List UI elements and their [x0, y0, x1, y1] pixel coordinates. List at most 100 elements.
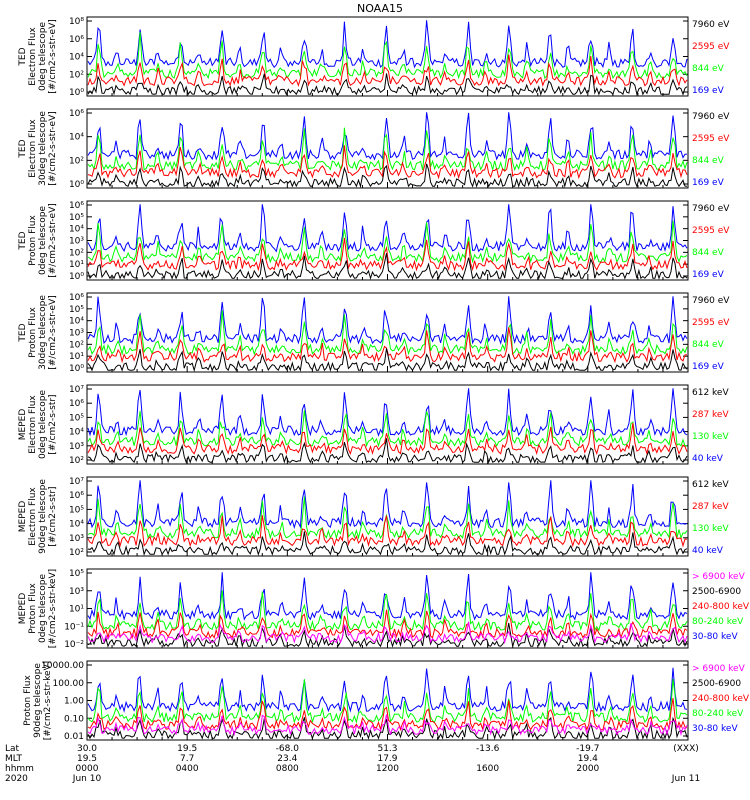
y-tick-label: 10000.00	[41, 661, 84, 671]
legend-entry: 80-240 keV	[692, 709, 744, 719]
series-green	[87, 679, 688, 724]
y-axis-label-line: MEPED	[18, 501, 28, 533]
series-black	[87, 73, 688, 96]
series-magenta	[87, 714, 688, 737]
y-tick-label: 10³	[69, 329, 84, 339]
legend-entry: 612 keV	[692, 480, 729, 490]
legend-entry: 7960 eV	[692, 296, 730, 306]
axis-tick-value: 19.4	[578, 754, 598, 764]
y-tick-label: 10⁰	[69, 180, 84, 190]
y-tick-label: 10⁶	[69, 109, 84, 119]
series-green	[87, 496, 688, 540]
y-tick-label: 10⁴	[69, 317, 84, 327]
y-axis-label-line: Electron Flux	[28, 119, 38, 178]
y-axis-label-line: [#/cm2-s-str]	[48, 486, 58, 546]
series-red	[87, 145, 688, 180]
axis-tick-value: 1200	[376, 764, 399, 774]
y-tick-label: 10²	[69, 456, 84, 466]
legend-entry: 30-80 keV	[692, 724, 738, 734]
panel-1: 10⁸ 10⁶ 10⁴ 10² 10⁰ TED Electron Flux 0deg tele…	[18, 16, 730, 98]
series-green	[87, 32, 688, 80]
axis-row-label: hhmm	[5, 764, 34, 774]
y-tick-label: 10⁵	[69, 305, 84, 315]
legend-entry: 2595 eV	[692, 42, 730, 52]
legend-entry: 844 eV	[692, 156, 725, 166]
series-black	[87, 253, 688, 280]
axis-tick-value: Jun 10	[72, 774, 102, 784]
y-tick-label: 10⁶	[69, 491, 84, 501]
axis-tick-value: 23.4	[277, 754, 297, 764]
axis-tick-value: 51.3	[377, 744, 397, 754]
axis-row-label: 2020	[5, 774, 28, 784]
legend-entry: 844 eV	[692, 340, 725, 350]
legend-entry: 844 eV	[692, 248, 725, 258]
y-tick-label: 100.00	[53, 679, 85, 689]
legend-entry: 240-800 keV	[692, 694, 750, 704]
series-blue	[87, 20, 688, 69]
y-axis-label-line: Electron Flux	[28, 395, 38, 454]
y-tick-label: 10²	[69, 248, 84, 258]
y-axis-label-line: Electron Flux	[28, 487, 38, 546]
y-tick-label: 10⁸	[69, 17, 84, 27]
legend-entry: 169 eV	[692, 270, 725, 280]
legend-entry: > 6900 keV	[692, 572, 746, 582]
panel-8: 10000.00 100.00 1.00 0.10 0.01 Proton Flux 90d…	[23, 660, 750, 742]
series-red	[87, 54, 688, 87]
y-axis-label-line: MEPED	[18, 409, 28, 441]
y-axis-label-line: 30deg telescope	[38, 111, 48, 186]
y-tick-label: 10⁻¹	[64, 622, 84, 632]
legend-entry: 80-240 keV	[692, 617, 744, 627]
y-tick-label: 10¹	[69, 352, 84, 362]
legend-entry: 7960 eV	[692, 112, 730, 122]
y-tick-label: 10⁴	[69, 225, 84, 235]
axis-tick-value: 2000	[576, 764, 599, 774]
legend-entry: 30-80 keV	[692, 632, 738, 642]
y-tick-label: 10²	[69, 340, 84, 350]
y-axis-label-line: MEPED	[18, 593, 28, 625]
series-blue	[87, 388, 688, 437]
y-tick-label: 10⁴	[69, 428, 84, 438]
legend-entry: 130 keV	[692, 432, 729, 442]
legend-entry: 612 keV	[692, 388, 729, 398]
series-blue	[87, 296, 688, 345]
series-blue	[87, 204, 688, 253]
series-red	[87, 609, 688, 640]
y-tick-label: 10⁶	[69, 399, 84, 409]
y-axis-label-line: [#/cm2-s-str]	[48, 394, 58, 454]
axis-tick-value: 7.7	[180, 754, 194, 764]
y-axis-label-line: [#/cm2-s-str-keV]	[43, 661, 53, 740]
axis-tick-value: 1600	[476, 764, 499, 774]
series-blue	[87, 667, 688, 713]
y-tick-label: 10⁶	[69, 35, 84, 45]
series-magenta	[87, 621, 688, 645]
legend-entry: 2500-6900	[692, 587, 741, 597]
y-tick-label: 10⁷	[69, 477, 84, 487]
y-tick-label: 10⁵	[69, 505, 84, 515]
y-tick-label: 10⁷	[69, 385, 84, 395]
axis-tick-value: 19.5	[77, 754, 97, 764]
legend-entry: 40 keV	[692, 454, 724, 464]
axis-tick-value: 19.5	[177, 744, 197, 754]
legend-entry: 169 eV	[692, 362, 725, 372]
y-axis-label-line: [#/cm2-s-str-eV]	[48, 111, 58, 186]
series-black	[87, 716, 688, 740]
y-tick-label: 10⁴	[69, 133, 84, 143]
legend-entry: 2595 eV	[692, 318, 730, 328]
y-axis-label-line: 90deg telescope	[33, 663, 43, 738]
series-green	[87, 410, 687, 448]
panel-5: 10⁷ 10⁶ 10⁵ 10⁴ 10³ 10² MEPED Electron Flux 0deg…	[18, 384, 729, 466]
axis-tick-value: 0400	[176, 764, 199, 774]
panel-7: 10⁵ 10³ 10¹ 10⁻¹ 10⁻² MEPED Proton Flux 0deg te…	[18, 568, 750, 650]
y-tick-label: 10¹	[69, 605, 84, 615]
series-green	[87, 127, 688, 172]
series-black	[87, 163, 688, 189]
y-axis-label-line: Proton Flux	[23, 675, 33, 726]
y-axis-label-line: [#/cm2-s-str-keV]	[48, 569, 58, 648]
axis-row-label: Lat	[5, 744, 20, 754]
legend-entry: 287 keV	[692, 502, 729, 512]
axis-tick-value: 17.9	[377, 754, 397, 764]
y-axis-label-line: 0deg telescope	[38, 574, 48, 644]
chart-title: NOAA15	[357, 2, 403, 15]
series-green	[87, 220, 688, 264]
y-tick-label: 10⁶	[69, 201, 84, 211]
